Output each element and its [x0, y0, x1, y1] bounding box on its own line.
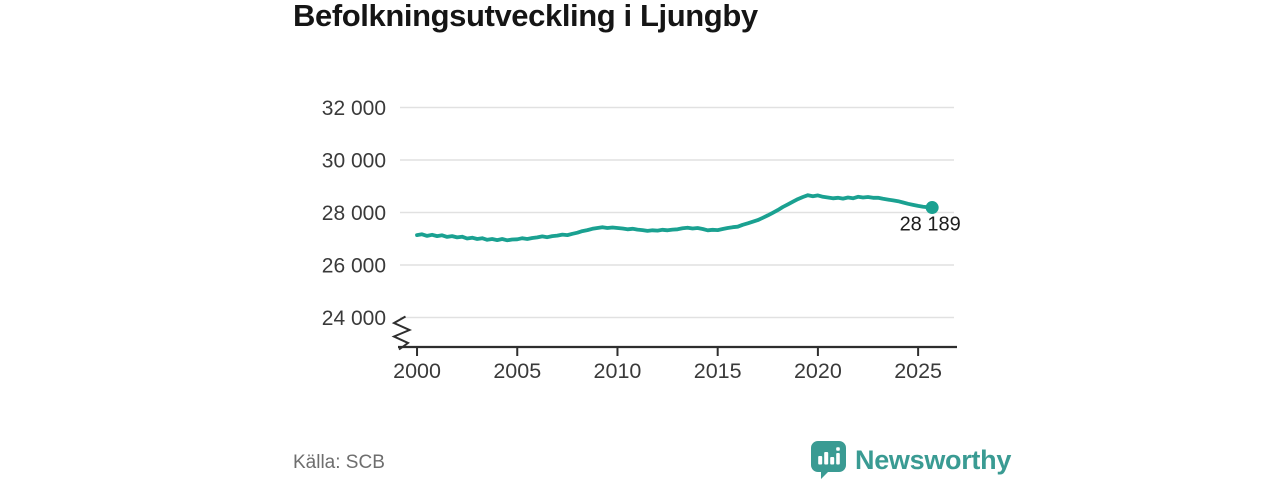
axis-break-icon — [391, 315, 413, 351]
x-axis-tick-label: 2005 — [493, 359, 541, 383]
newsworthy-logo: Newsworthy — [811, 441, 1011, 479]
y-axis-tick-label: 28 000 — [322, 202, 386, 225]
x-axis-tick-label: 2025 — [894, 359, 942, 383]
y-axis-tick-label: 32 000 — [322, 97, 386, 120]
y-axis-tick-label: 24 000 — [322, 307, 386, 330]
end-value-label: 28 189 — [900, 214, 961, 236]
y-axis-tick-label: 26 000 — [322, 255, 386, 278]
x-axis-tick-label: 2015 — [694, 359, 742, 383]
x-axis-tick-label: 2000 — [393, 359, 441, 383]
population-line — [415, 193, 935, 243]
x-axis-tick-label: 2020 — [794, 359, 842, 383]
newsworthy-bubble-chart-icon — [811, 441, 846, 479]
x-axis-tick-label: 2010 — [594, 359, 642, 383]
end-point-dot — [925, 201, 939, 215]
source-note: Källa: SCB — [293, 452, 385, 473]
y-axis-tick-label: 30 000 — [322, 150, 386, 173]
newsworthy-wordmark: Newsworthy — [855, 445, 1012, 475]
chart-title: Befolkningsutveckling i Ljungby — [293, 0, 758, 33]
